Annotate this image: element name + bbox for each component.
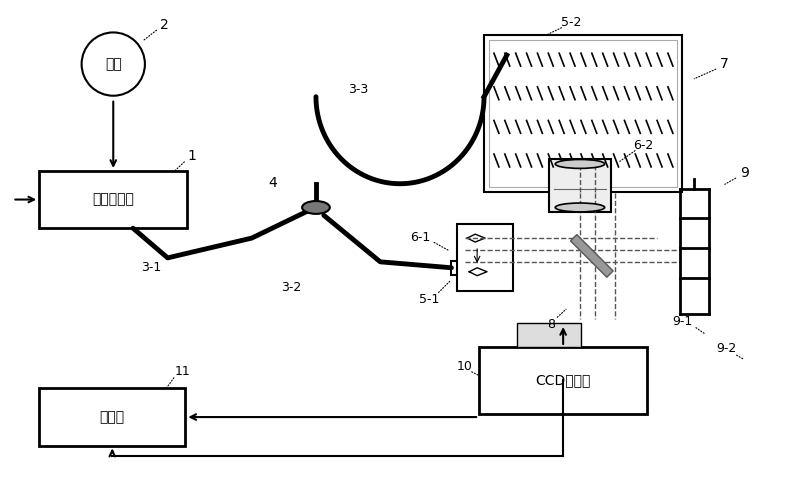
FancyBboxPatch shape <box>550 159 610 212</box>
Ellipse shape <box>555 160 605 168</box>
FancyBboxPatch shape <box>458 224 513 291</box>
Text: 11: 11 <box>174 365 190 378</box>
Text: 计算机: 计算机 <box>100 410 125 424</box>
Text: 铷钟: 铷钟 <box>105 57 122 71</box>
Text: 9: 9 <box>740 166 749 180</box>
FancyBboxPatch shape <box>479 347 647 414</box>
Text: 3-3: 3-3 <box>348 83 369 96</box>
Polygon shape <box>570 235 613 277</box>
Text: CCD探测器: CCD探测器 <box>535 373 591 387</box>
Text: 5-1: 5-1 <box>419 293 440 306</box>
Text: 2: 2 <box>160 17 169 32</box>
Text: 4: 4 <box>268 176 277 190</box>
Ellipse shape <box>555 203 605 212</box>
Text: 9-1: 9-1 <box>673 315 693 328</box>
Text: 3-2: 3-2 <box>281 281 302 294</box>
Text: 5-2: 5-2 <box>561 16 582 29</box>
Text: 9-2: 9-2 <box>716 342 737 355</box>
Text: 8: 8 <box>547 318 555 330</box>
FancyBboxPatch shape <box>451 261 466 275</box>
Text: 1: 1 <box>188 149 197 163</box>
Circle shape <box>82 33 145 96</box>
Ellipse shape <box>302 201 330 214</box>
Text: 飞秒光频梳: 飞秒光频梳 <box>92 193 134 206</box>
Text: 6-1: 6-1 <box>410 231 430 244</box>
Text: 3-1: 3-1 <box>141 261 161 274</box>
Text: 7: 7 <box>720 57 729 71</box>
FancyBboxPatch shape <box>504 44 518 59</box>
Text: 6-2: 6-2 <box>633 139 654 152</box>
FancyBboxPatch shape <box>39 171 187 228</box>
FancyBboxPatch shape <box>484 36 682 192</box>
Text: 10: 10 <box>456 360 472 373</box>
FancyBboxPatch shape <box>517 323 581 347</box>
FancyBboxPatch shape <box>39 388 186 446</box>
